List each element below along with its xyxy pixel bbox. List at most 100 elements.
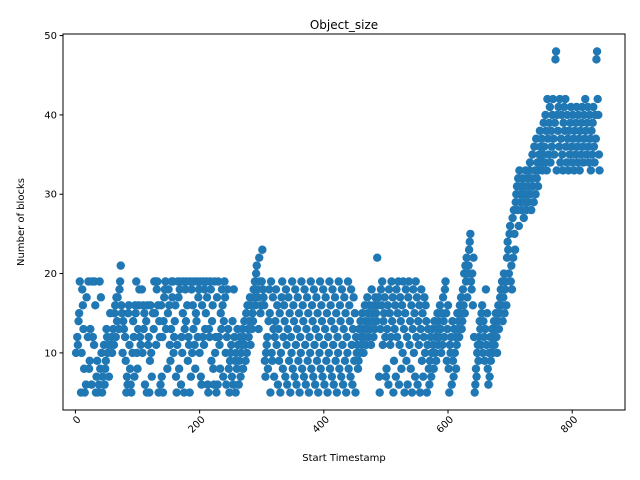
data-point — [466, 277, 476, 286]
data-point — [588, 118, 597, 128]
data-point — [459, 301, 468, 310]
data-point — [519, 213, 528, 223]
data-point — [413, 380, 422, 389]
data-point — [119, 316, 128, 326]
data-point — [373, 253, 382, 262]
data-point — [326, 301, 335, 310]
data-point — [219, 316, 229, 326]
data-point — [486, 356, 496, 366]
y-tick-label: 40 — [44, 110, 57, 121]
data-point — [474, 356, 483, 366]
data-point — [197, 380, 206, 389]
data-point — [132, 277, 141, 286]
data-point — [275, 309, 284, 318]
data-point — [322, 309, 332, 318]
data-point — [252, 261, 261, 270]
data-point — [222, 380, 231, 389]
data-point — [503, 237, 512, 247]
data-point — [305, 348, 315, 358]
data-point — [422, 388, 432, 397]
data-point — [255, 253, 264, 262]
data-point — [125, 340, 134, 350]
data-point — [151, 340, 161, 350]
data-point — [295, 388, 304, 397]
data-point — [338, 340, 347, 350]
data-point — [307, 364, 316, 373]
data-point — [477, 301, 487, 310]
data-point — [231, 388, 240, 397]
data-point — [185, 388, 194, 397]
data-point — [415, 301, 424, 310]
data-point — [591, 134, 601, 143]
data-point — [180, 324, 189, 334]
data-point — [405, 340, 414, 350]
data-point — [418, 372, 428, 381]
data-point — [246, 340, 255, 350]
data-point — [181, 316, 191, 326]
data-point — [401, 285, 410, 294]
data-point — [492, 332, 501, 342]
data-point — [327, 316, 336, 326]
data-point — [202, 293, 212, 302]
data-point — [97, 388, 107, 397]
data-point — [194, 293, 203, 302]
data-point — [234, 380, 243, 389]
data-point — [552, 166, 561, 175]
data-point — [169, 348, 178, 358]
data-point — [335, 364, 344, 373]
data-point — [341, 388, 351, 397]
data-point — [261, 372, 270, 381]
data-point — [198, 332, 207, 342]
data-point — [91, 301, 100, 310]
data-point — [188, 301, 197, 310]
data-point — [430, 348, 440, 358]
data-point — [294, 309, 304, 318]
data-point — [78, 285, 87, 294]
data-point — [398, 348, 407, 358]
y-axis-label: Number of blocks — [16, 178, 27, 266]
data-point — [510, 229, 519, 239]
data-point — [74, 309, 84, 318]
data-point — [107, 348, 117, 358]
data-point — [248, 316, 258, 326]
data-point — [260, 356, 270, 366]
data-point — [294, 356, 303, 366]
data-point — [334, 277, 343, 286]
data-point — [545, 102, 555, 112]
data-point — [291, 340, 301, 350]
data-point — [458, 285, 468, 294]
data-point — [525, 158, 535, 167]
data-point — [238, 364, 248, 373]
data-point — [297, 277, 306, 286]
data-point — [216, 309, 225, 318]
data-point — [164, 285, 173, 294]
data-point — [592, 55, 601, 64]
data-point — [412, 293, 422, 302]
data-point — [463, 293, 472, 302]
data-point — [415, 388, 425, 397]
data-point — [310, 380, 320, 389]
data-point — [586, 166, 596, 175]
data-point — [449, 372, 458, 381]
data-point — [375, 388, 384, 397]
data-point — [331, 356, 340, 366]
data-point — [348, 380, 357, 389]
data-point — [422, 316, 431, 326]
data-point — [209, 364, 218, 373]
data-point — [532, 174, 542, 183]
data-point — [353, 364, 363, 373]
data-point — [587, 126, 596, 135]
data-point — [387, 277, 396, 286]
data-point — [222, 332, 232, 342]
data-point — [273, 301, 282, 310]
data-point — [506, 277, 515, 286]
data-point — [440, 285, 450, 294]
data-point — [542, 166, 551, 175]
data-point — [330, 324, 339, 334]
data-point — [137, 285, 147, 294]
data-point — [391, 372, 401, 381]
data-point — [266, 388, 275, 397]
data-point — [396, 316, 406, 326]
data-point — [279, 332, 288, 342]
data-point — [410, 309, 419, 318]
